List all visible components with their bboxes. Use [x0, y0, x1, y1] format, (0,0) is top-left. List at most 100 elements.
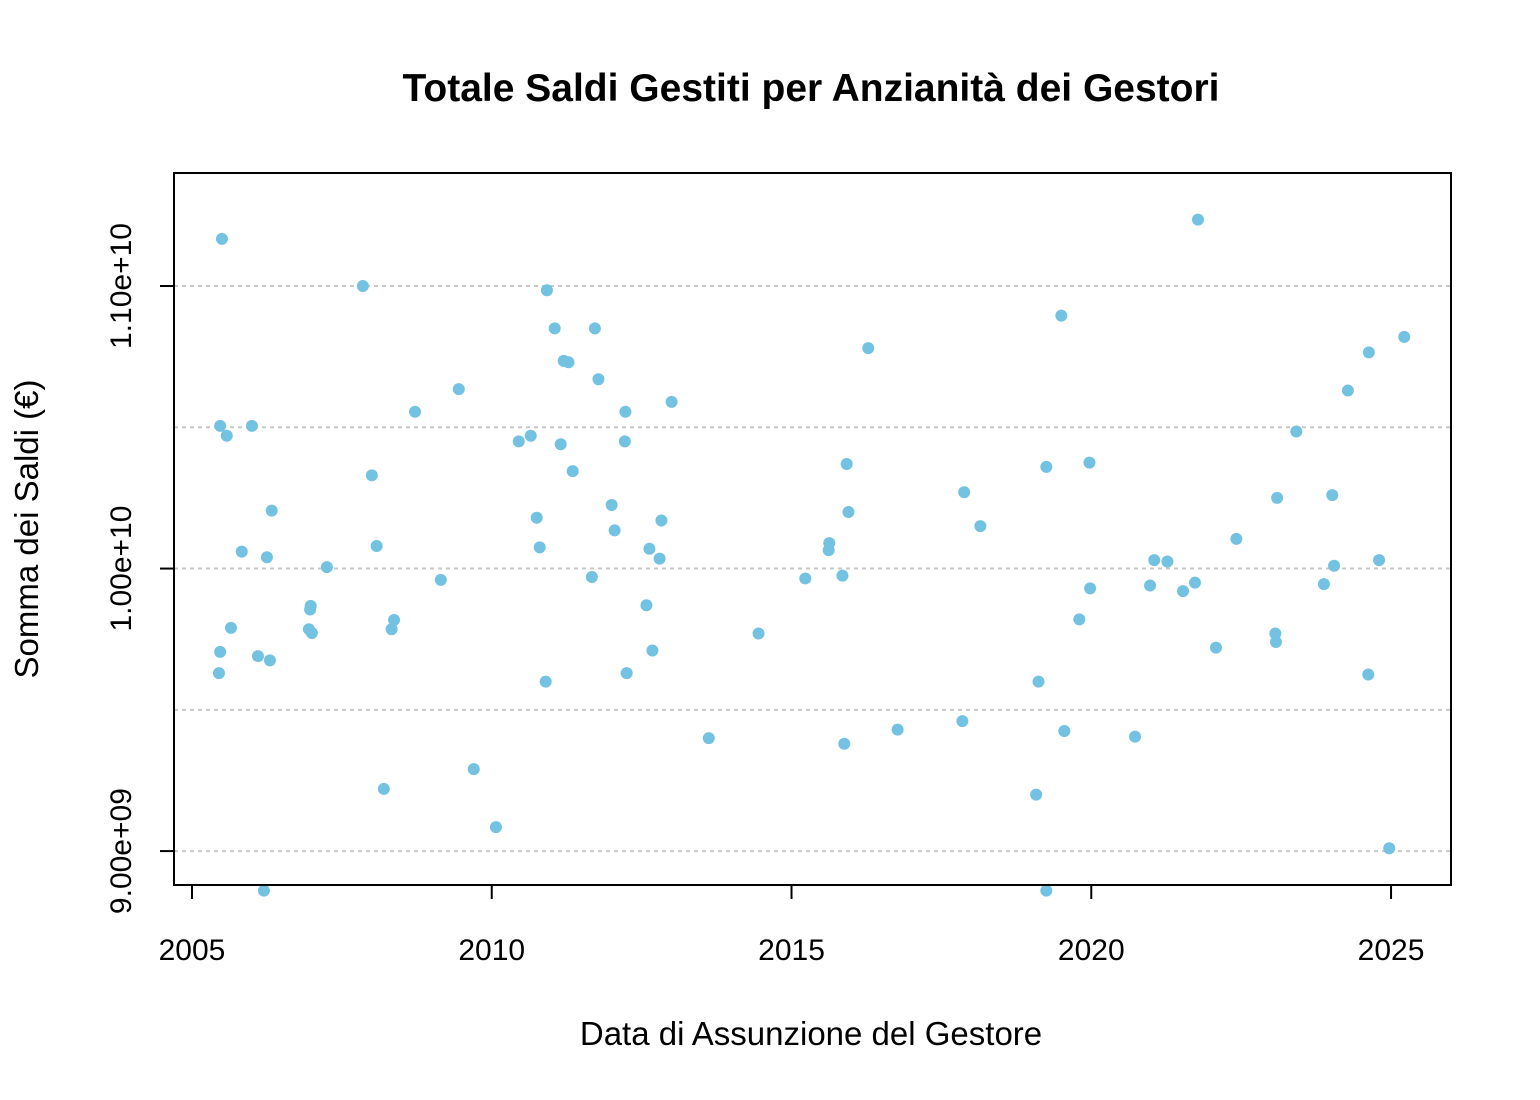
data-point — [956, 715, 969, 728]
data-point — [1341, 384, 1354, 397]
data-point — [1032, 675, 1045, 688]
y-tick-label: 9.00e+09 — [105, 788, 138, 914]
data-point — [489, 821, 502, 834]
data-point — [1177, 585, 1190, 598]
data-point — [235, 545, 248, 558]
data-point — [1383, 842, 1396, 855]
x-tick-label: 2010 — [458, 934, 525, 967]
data-point — [608, 524, 621, 537]
y-tick-label: 1.00e+10 — [105, 506, 138, 632]
data-point — [388, 613, 401, 626]
data-point — [539, 675, 552, 688]
data-point — [1040, 460, 1053, 473]
data-point — [524, 429, 537, 442]
data-point — [1148, 554, 1161, 567]
data-point — [512, 435, 525, 448]
data-point — [702, 732, 715, 745]
data-point — [356, 280, 369, 293]
y-axis-title: Somma dei Saldi (€) — [8, 380, 45, 679]
data-point — [752, 627, 765, 640]
data-point — [215, 232, 228, 245]
data-point — [566, 465, 579, 478]
data-point — [434, 573, 447, 586]
data-point — [618, 435, 631, 448]
y-axis: 9.00e+09 1.00e+10 1.10e+10 — [105, 223, 175, 914]
data-point — [305, 626, 318, 639]
data-point — [365, 469, 378, 482]
data-point — [1209, 641, 1222, 654]
data-point — [1398, 330, 1411, 343]
data-point — [1290, 425, 1303, 438]
data-point — [320, 561, 333, 574]
data-point — [224, 621, 237, 634]
data-point — [377, 782, 390, 795]
data-point — [619, 405, 632, 418]
data-point — [655, 514, 668, 527]
data-point — [304, 599, 317, 612]
data-point — [1230, 532, 1243, 545]
data-point — [533, 541, 546, 554]
plot-frame — [173, 172, 1452, 886]
data-point — [562, 356, 575, 369]
data-point — [1129, 730, 1142, 743]
data-point — [958, 486, 971, 499]
data-point — [409, 405, 422, 418]
data-point — [665, 395, 678, 408]
data-point — [1191, 213, 1204, 226]
data-point — [245, 419, 258, 432]
data-point — [1326, 489, 1339, 502]
data-point — [263, 654, 276, 667]
data-point — [212, 667, 225, 680]
data-point — [257, 884, 270, 897]
data-point — [836, 569, 849, 582]
data-point — [214, 419, 227, 432]
gridlines — [174, 285, 1451, 853]
data-point — [1055, 309, 1068, 322]
data-point — [842, 506, 855, 519]
data-point — [1362, 346, 1375, 359]
data-point — [1084, 582, 1097, 595]
data-point — [548, 322, 561, 335]
data-point — [1269, 636, 1282, 649]
data-point — [1362, 668, 1375, 681]
x-tick-label: 2015 — [758, 934, 825, 967]
data-point — [891, 723, 904, 736]
data-point — [646, 644, 659, 657]
x-tick-label: 2025 — [1358, 934, 1425, 967]
chart-title: Totale Saldi Gestiti per Anzianità dei G… — [402, 67, 1219, 110]
data-point — [1040, 884, 1053, 897]
data-point — [554, 438, 567, 451]
x-axis-title: Data di Assunzione del Gestore — [580, 1015, 1042, 1052]
data-point — [585, 571, 598, 584]
data-point — [1030, 788, 1043, 801]
data-point — [838, 737, 851, 750]
data-point — [251, 650, 264, 663]
data-point — [799, 572, 812, 585]
data-point — [1144, 579, 1157, 592]
data-point — [640, 599, 653, 612]
data-point — [592, 373, 605, 386]
y-tick-label: 1.10e+10 — [105, 223, 138, 349]
data-point — [1373, 554, 1386, 567]
data-point — [385, 623, 398, 636]
data-point — [214, 645, 227, 658]
data-point — [605, 498, 618, 511]
data-point — [1317, 578, 1330, 591]
data-point — [1328, 559, 1341, 572]
x-tick-label: 2020 — [1058, 934, 1125, 967]
data-point — [823, 537, 836, 550]
data-point — [643, 542, 656, 555]
data-point — [1161, 555, 1174, 568]
data-point — [1083, 456, 1096, 469]
data-point — [530, 511, 543, 524]
data-point — [540, 284, 553, 297]
data-points — [212, 213, 1411, 897]
data-point — [220, 429, 233, 442]
data-point — [452, 383, 465, 396]
data-point — [1058, 725, 1071, 738]
data-point — [1189, 576, 1202, 589]
data-point — [467, 763, 480, 776]
data-point — [1271, 491, 1284, 504]
data-point — [620, 667, 633, 680]
data-point — [260, 551, 273, 564]
